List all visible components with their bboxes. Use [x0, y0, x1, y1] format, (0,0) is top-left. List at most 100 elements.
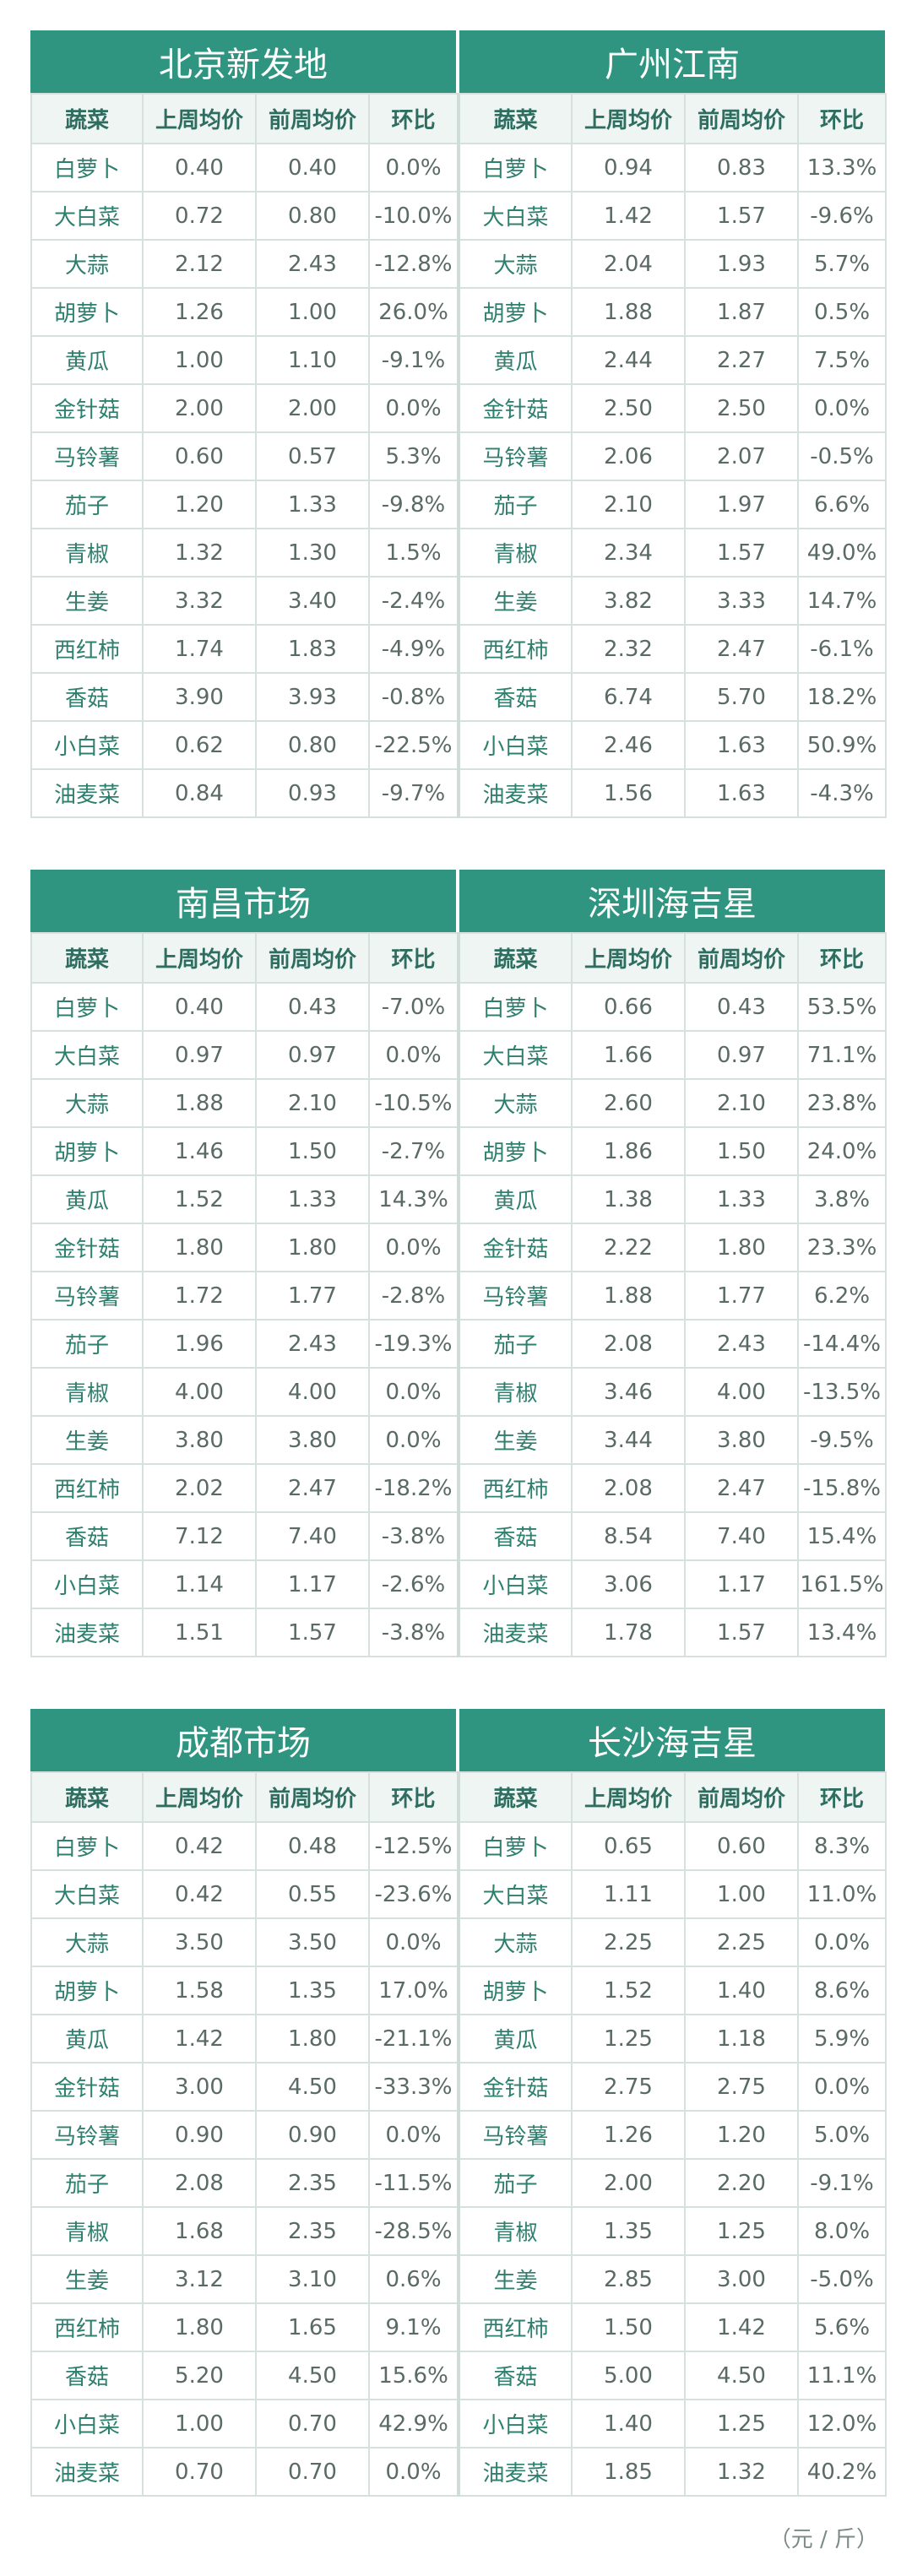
- change-cell: -12.8%: [368, 239, 459, 289]
- table-row: 油麦菜 0.70 0.70 0.0% 油麦菜 1.85 1.32 40.2%: [30, 2447, 887, 2497]
- market-title: 成都市场: [30, 1709, 456, 1771]
- table-row: 胡萝卜 1.58 1.35 17.0% 胡萝卜 1.52 1.40 8.6%: [30, 1966, 887, 2015]
- change-cell: 0.0%: [368, 1367, 459, 1417]
- price-cell: 2.10: [571, 480, 686, 529]
- change-cell: 0.0%: [797, 2062, 887, 2112]
- price-cell: 2.35: [255, 2158, 370, 2208]
- price-cell: 8.54: [571, 1511, 686, 1561]
- price-cell: 2.08: [571, 1463, 686, 1513]
- vegetable-name: 青椒: [30, 528, 144, 578]
- price-cell: 0.60: [684, 1821, 799, 1871]
- price-cell: 3.32: [142, 576, 257, 626]
- vegetable-name: 小白菜: [457, 720, 573, 770]
- price-cell: 2.50: [684, 383, 799, 433]
- price-cell: 1.96: [142, 1319, 257, 1369]
- price-cell: 4.50: [684, 2351, 799, 2400]
- vegetable-name: 生姜: [30, 1415, 144, 1465]
- vegetable-name: 西红柿: [457, 1463, 573, 1513]
- price-cell: 0.60: [142, 431, 257, 481]
- price-cell: 0.70: [255, 2447, 370, 2497]
- table-row: 小白菜 0.62 0.80 -22.5% 小白菜 2.46 1.63 50.9%: [30, 720, 887, 770]
- price-cell: 1.80: [142, 1223, 257, 1272]
- price-cell: 1.42: [142, 2014, 257, 2064]
- price-cell: 2.25: [684, 1917, 799, 1967]
- market-section: 成都市场 长沙海吉星 蔬菜 上周均价 前周均价 环比 蔬菜 上周均价 前周均价 环比 白萝卜 0.42…: [30, 1709, 887, 2497]
- price-cell: 1.40: [571, 2399, 686, 2449]
- vegetable-name: 小白菜: [457, 2399, 573, 2449]
- change-cell: 5.3%: [368, 431, 459, 481]
- change-cell: 17.0%: [368, 1966, 459, 2015]
- price-cell: 1.80: [255, 2014, 370, 2064]
- vegetable-name: 茄子: [457, 480, 573, 529]
- vegetable-name: 胡萝卜: [457, 1966, 573, 2015]
- change-cell: -2.8%: [368, 1271, 459, 1321]
- unit-note: （元 / 斤）: [768, 2527, 878, 2552]
- vegetable-name: 西红柿: [457, 2302, 573, 2352]
- change-cell: -4.3%: [797, 768, 887, 818]
- change-cell: -21.1%: [368, 2014, 459, 2064]
- vegetable-name: 香菇: [30, 1511, 144, 1561]
- price-cell: 2.43: [255, 1319, 370, 1369]
- column-header: 上周均价: [142, 932, 257, 984]
- vegetable-name: 黄瓜: [457, 335, 573, 385]
- vegetable-name: 西红柿: [30, 2302, 144, 2352]
- market-header-row: 成都市场 长沙海吉星: [30, 1709, 885, 1771]
- price-cell: 4.50: [255, 2351, 370, 2400]
- change-cell: 6.2%: [797, 1271, 887, 1321]
- price-cell: 1.88: [571, 287, 686, 337]
- column-header: 蔬菜: [30, 932, 144, 984]
- change-cell: -9.1%: [368, 335, 459, 385]
- price-cell: 3.40: [255, 576, 370, 626]
- change-cell: -10.0%: [368, 191, 459, 241]
- column-header: 前周均价: [684, 932, 799, 984]
- price-cell: 1.63: [684, 720, 799, 770]
- table-row: 西红柿 1.74 1.83 -4.9% 西红柿 2.32 2.47 -6.1%: [30, 624, 887, 674]
- change-cell: 23.3%: [797, 1223, 887, 1272]
- vegetable-name: 青椒: [457, 2206, 573, 2256]
- change-cell: -18.2%: [368, 1463, 459, 1513]
- price-cell: 1.35: [571, 2206, 686, 2256]
- table-row: 青椒 4.00 4.00 0.0% 青椒 3.46 4.00 -13.5%: [30, 1367, 887, 1417]
- price-cell: 2.00: [571, 2158, 686, 2208]
- price-cell: 1.83: [255, 624, 370, 674]
- price-cell: 1.51: [142, 1608, 257, 1657]
- change-cell: 1.5%: [368, 528, 459, 578]
- change-cell: 0.6%: [368, 2254, 459, 2304]
- vegetable-name: 油麦菜: [457, 768, 573, 818]
- price-cell: 1.35: [255, 1966, 370, 2015]
- column-header: 上周均价: [571, 1771, 686, 1823]
- price-cell: 2.12: [142, 239, 257, 289]
- price-cell: 1.87: [684, 287, 799, 337]
- change-cell: 71.1%: [797, 1030, 887, 1080]
- change-cell: 14.3%: [368, 1174, 459, 1224]
- column-header: 环比: [797, 932, 887, 984]
- vegetable-name: 青椒: [457, 528, 573, 578]
- change-cell: 0.0%: [368, 1415, 459, 1465]
- vegetable-name: 大白菜: [457, 1030, 573, 1080]
- change-cell: -9.1%: [797, 2158, 887, 2208]
- price-cell: 0.42: [142, 1869, 257, 1919]
- change-cell: 5.0%: [797, 2110, 887, 2160]
- price-cell: 1.25: [571, 2014, 686, 2064]
- change-cell: 0.0%: [368, 2447, 459, 2497]
- change-cell: -3.8%: [368, 1608, 459, 1657]
- price-cell: 1.80: [255, 1223, 370, 1272]
- vegetable-name: 大蒜: [30, 239, 144, 289]
- column-header: 蔬菜: [457, 93, 573, 144]
- change-cell: -15.8%: [797, 1463, 887, 1513]
- price-cell: 1.56: [571, 768, 686, 818]
- price-table: 蔬菜 上周均价 前周均价 环比 蔬菜 上周均价 前周均价 环比 白萝卜 0.42 0.48 -12.5…: [30, 1771, 887, 2497]
- change-cell: 0.0%: [368, 1223, 459, 1272]
- price-cell: 1.17: [255, 1559, 370, 1609]
- price-cell: 2.02: [142, 1463, 257, 1513]
- vegetable-name: 金针菇: [30, 383, 144, 433]
- change-cell: 7.5%: [797, 335, 887, 385]
- column-header: 前周均价: [255, 932, 370, 984]
- vegetable-name: 胡萝卜: [30, 287, 144, 337]
- change-cell: 42.9%: [368, 2399, 459, 2449]
- price-cell: 1.42: [571, 191, 686, 241]
- price-cell: 7.40: [684, 1511, 799, 1561]
- table-row: 大白菜 0.72 0.80 -10.0% 大白菜 1.42 1.57 -9.6%: [30, 191, 887, 241]
- change-cell: -9.7%: [368, 768, 459, 818]
- change-cell: 40.2%: [797, 2447, 887, 2497]
